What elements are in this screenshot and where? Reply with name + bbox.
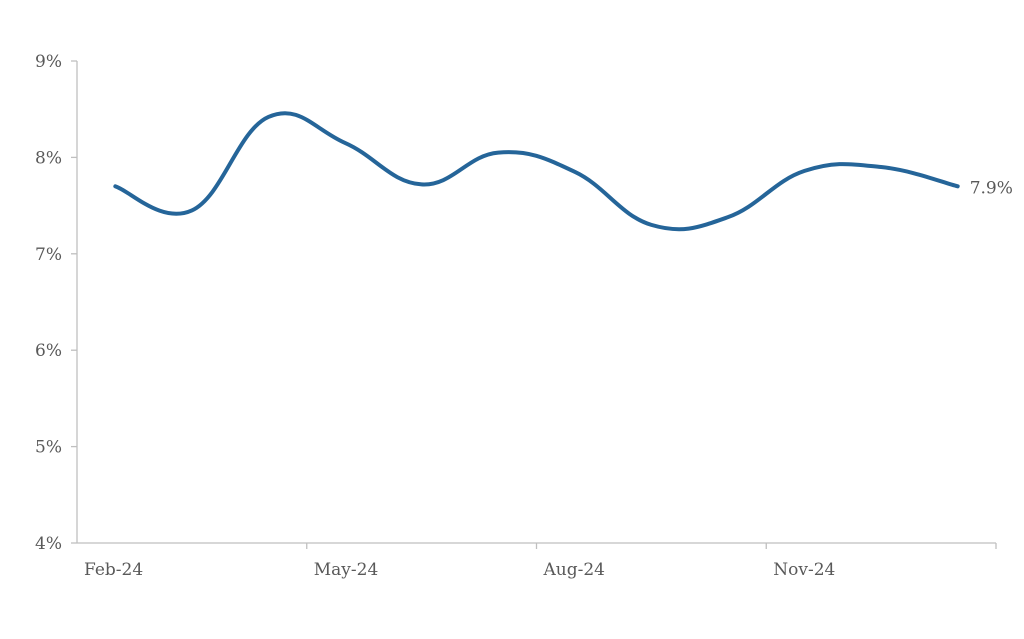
y-tick-label: 7% — [35, 245, 62, 265]
x-tick-label: Feb-24 — [84, 560, 143, 580]
series-line — [113, 111, 960, 232]
y-tick-label: 8% — [35, 148, 62, 168]
x-tick-label: Nov-24 — [773, 560, 835, 580]
x-tick-label: May-24 — [314, 560, 379, 580]
labels-layer: 4% 5% 6% 7% 8% 9% Feb-24 May-24 Aug-24 Nov-24 7.9% — [35, 52, 1013, 580]
end-value-label: 7.9% — [970, 178, 1013, 198]
y-tick-label: 9% — [35, 52, 62, 72]
x-tick-label: Aug-24 — [543, 560, 605, 580]
axes — [71, 60, 997, 549]
y-tick-label: 4% — [35, 534, 62, 554]
series-layer — [113, 111, 960, 232]
y-tick-label: 6% — [35, 341, 62, 361]
y-tick-label: 5% — [35, 438, 62, 458]
